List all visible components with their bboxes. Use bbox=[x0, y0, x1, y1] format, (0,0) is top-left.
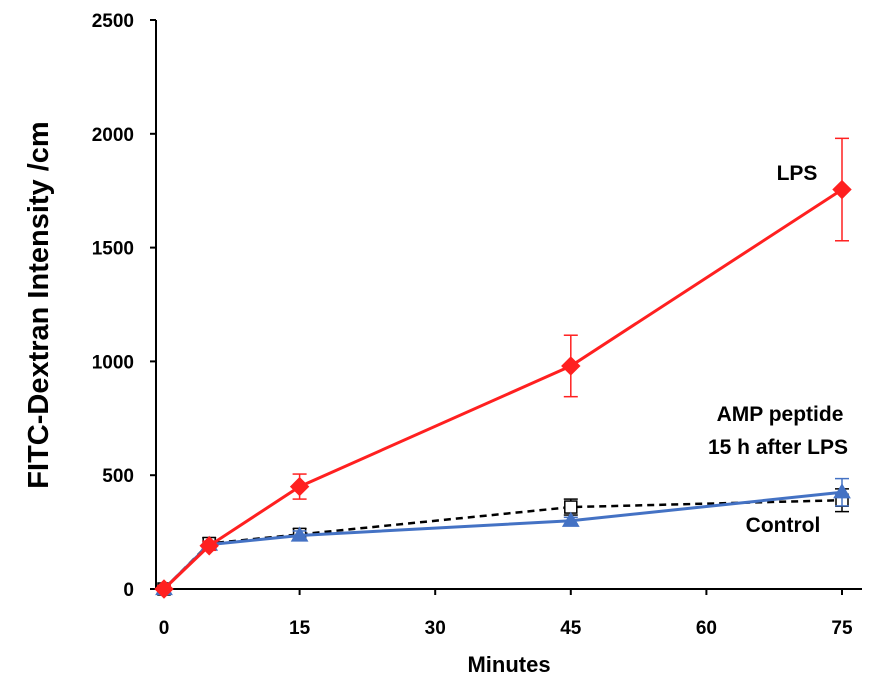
x-tick-label: 15 bbox=[289, 618, 311, 639]
series-layer bbox=[154, 137, 852, 599]
series-line-amp-peptide-15-h-after-lps bbox=[162, 490, 843, 591]
series-line-lps bbox=[162, 188, 843, 591]
axes bbox=[155, 20, 862, 590]
x-tick-label: 60 bbox=[696, 618, 717, 639]
annotation-amp-peptide-timing: 15 h after LPS bbox=[708, 436, 848, 459]
series-control bbox=[157, 488, 849, 596]
x-axis-label: Minutes bbox=[467, 652, 550, 677]
data-point-marker bbox=[289, 476, 310, 497]
series-lps bbox=[154, 137, 852, 599]
data-point-marker bbox=[561, 356, 581, 376]
series-line-control bbox=[163, 498, 843, 590]
data-point-marker bbox=[833, 483, 851, 499]
y-tick-label: 1000 bbox=[92, 352, 134, 373]
x-ticks: 0 15 30 45 60 75 bbox=[159, 589, 853, 639]
data-point-marker bbox=[832, 179, 852, 200]
annotation-amp-peptide: AMP peptide bbox=[717, 403, 844, 426]
annotation-control: Control bbox=[746, 514, 821, 537]
data-point-marker bbox=[561, 511, 580, 527]
y-tick-label: 2500 bbox=[92, 11, 134, 32]
data-point-marker bbox=[290, 526, 309, 542]
data-point-marker bbox=[199, 536, 219, 556]
y-axis-label: FITC-Dextran Intensity /cm bbox=[23, 121, 55, 488]
y-tick-label: 2000 bbox=[92, 125, 134, 146]
y-tick-label: 0 bbox=[123, 580, 134, 601]
data-point-marker bbox=[154, 579, 174, 599]
x-tick-label: 75 bbox=[831, 618, 853, 639]
annotation-lps: LPS bbox=[777, 162, 818, 185]
y-tick-label: 500 bbox=[102, 466, 134, 487]
x-tick-label: 30 bbox=[425, 618, 446, 639]
annotation-layer: LPS AMP peptide 15 h after LPS Control bbox=[708, 162, 848, 537]
y-ticks: 0 500 1000 1500 2000 2500 bbox=[92, 11, 156, 601]
x-tick-label: 45 bbox=[560, 618, 582, 639]
data-point-marker bbox=[564, 500, 578, 514]
x-tick-label: 0 bbox=[159, 618, 170, 639]
y-tick-label: 1500 bbox=[92, 239, 134, 260]
